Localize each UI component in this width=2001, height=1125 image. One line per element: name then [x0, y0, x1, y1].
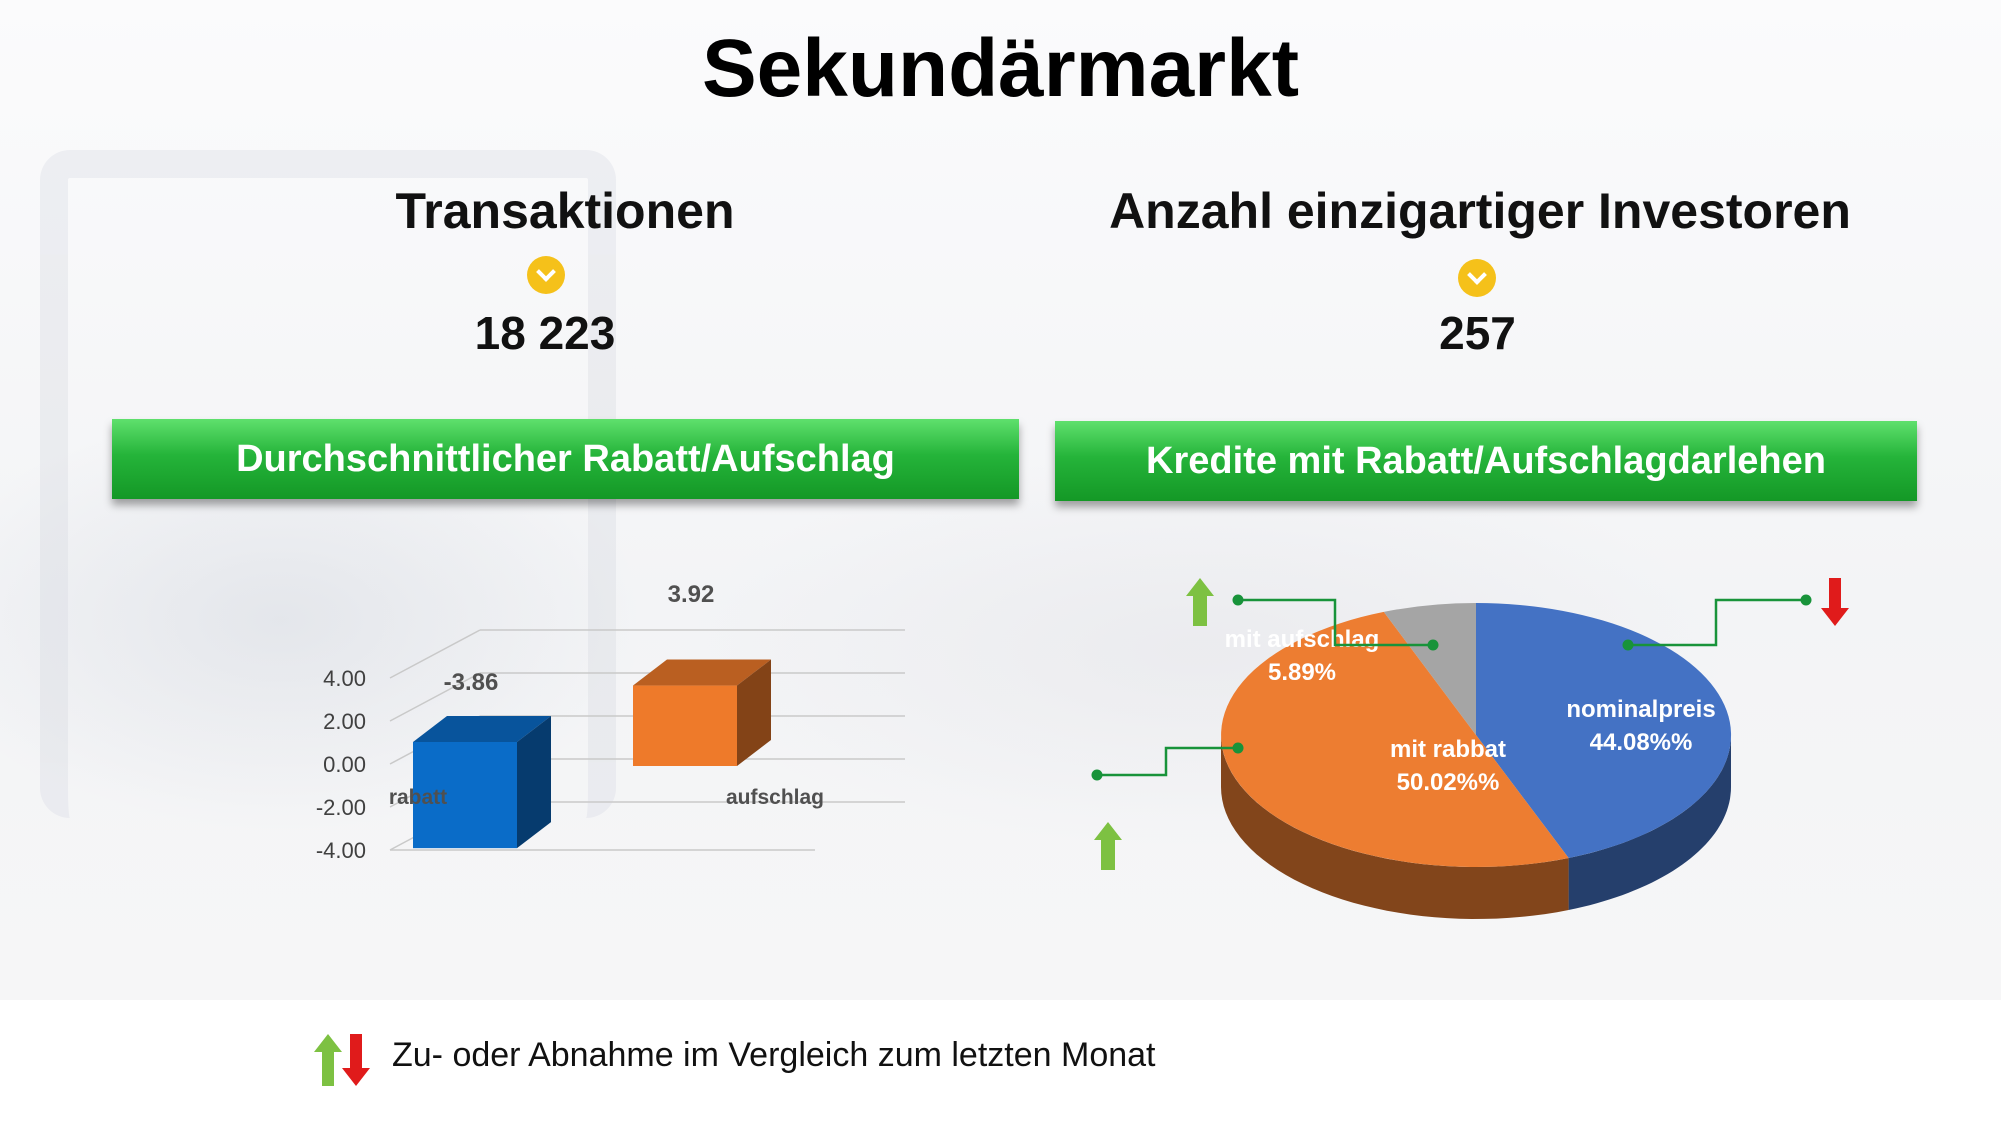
- pie-slice-value: 50.02%%: [1397, 769, 1500, 796]
- bar-aufschlag: [633, 659, 771, 766]
- bar-front-face: [413, 742, 517, 849]
- pie-slice-name: mit aufschlag: [1225, 626, 1380, 653]
- up-arrow-icon: [314, 1034, 342, 1086]
- pie-slice-name: nominalpreis: [1566, 696, 1715, 723]
- up-arrow-icon: [1186, 578, 1214, 626]
- callout-dot: [1091, 769, 1103, 781]
- kpi-investors-label: Anzahl einzigartiger Investoren: [1109, 183, 1851, 239]
- down-arrow-icon: [1821, 578, 1849, 626]
- banner-loans-discount: Kredite mit Rabatt/Aufschlagdarlehen: [1055, 421, 1917, 501]
- pie-label-nominalpreis: nominalpreis 44.08%%: [1566, 696, 1715, 756]
- x-category-label: rabatt: [389, 786, 447, 809]
- y-tick-label: 2.00: [323, 709, 366, 734]
- x-category-label: aufschlag: [726, 786, 824, 809]
- callout-mit-aufschlag: [1186, 578, 1439, 651]
- y-tick-label: -2.00: [316, 795, 366, 820]
- pie-slice-mit-rabbat: [1221, 611, 1569, 867]
- chevron-down-circle-icon: [1458, 259, 1496, 297]
- bar-value-label: 3.92: [668, 581, 715, 608]
- callout-line: [1097, 746, 1238, 777]
- bar-value-label: -3.86: [444, 669, 499, 696]
- kpi-investors-value: 257: [1439, 307, 1516, 359]
- y-tick-label: 4.00: [323, 666, 366, 691]
- callout-dot: [1232, 742, 1244, 754]
- down-arrow-icon: [342, 1034, 370, 1086]
- pie-side-nominalpreis: [1568, 735, 1731, 910]
- up-arrow-icon: [1094, 822, 1122, 870]
- legend-note: Zu- oder Abnahme im Vergleich zum letzte…: [392, 1036, 1156, 1074]
- bar-front-face: [633, 685, 737, 766]
- pie-slice-value: 5.89%: [1268, 659, 1336, 686]
- banner-average-discount: Durchschnittlicher Rabatt/Aufschlag: [112, 419, 1019, 499]
- pie-slice-name: mit rabbat: [1390, 736, 1506, 763]
- bar-top-face: [413, 716, 551, 742]
- callout-dot: [1622, 639, 1634, 651]
- kpi-transactions-label: Transaktionen: [395, 183, 735, 239]
- page-title: Sekundärmarkt: [701, 23, 1300, 114]
- pie-slice-value: 44.08%%: [1590, 729, 1693, 756]
- legend-arrows: [314, 1034, 370, 1086]
- callout-dot: [1232, 594, 1244, 606]
- kpi-transactions-value: 18 223: [474, 307, 616, 359]
- pie-side-mit-rabbat: [1221, 735, 1569, 919]
- callout-nominalpreis: [1622, 578, 1849, 651]
- callout-mit-rabbat: [1091, 742, 1244, 870]
- y-tick-label: 0.00: [323, 752, 366, 777]
- y-tick-label: -4.00: [316, 838, 366, 863]
- pie-label-mit-aufschlag: mit aufschlag 5.89%: [1225, 626, 1380, 686]
- callout-line: [1628, 598, 1806, 647]
- callout-dot: [1427, 639, 1439, 651]
- callout-dot: [1800, 594, 1812, 606]
- bar-top-face: [633, 659, 771, 686]
- bar-rabatt: [413, 716, 551, 849]
- pie-slice-mit-aufschlag: [1383, 603, 1476, 735]
- pie-label-mit-rabbat: mit rabbat 50.02%%: [1390, 736, 1506, 796]
- bar-side-face: [737, 659, 771, 766]
- chevron-down-circle-icon: [527, 256, 565, 294]
- bar-side-face: [517, 716, 551, 849]
- pie-slice-nominalpreis: [1476, 603, 1732, 858]
- bar-chart: 4.00 2.00 0.00 -2.00 -4.00 -3.86 rabatt 3.92 au…: [316, 581, 905, 863]
- callout-line: [1238, 598, 1433, 647]
